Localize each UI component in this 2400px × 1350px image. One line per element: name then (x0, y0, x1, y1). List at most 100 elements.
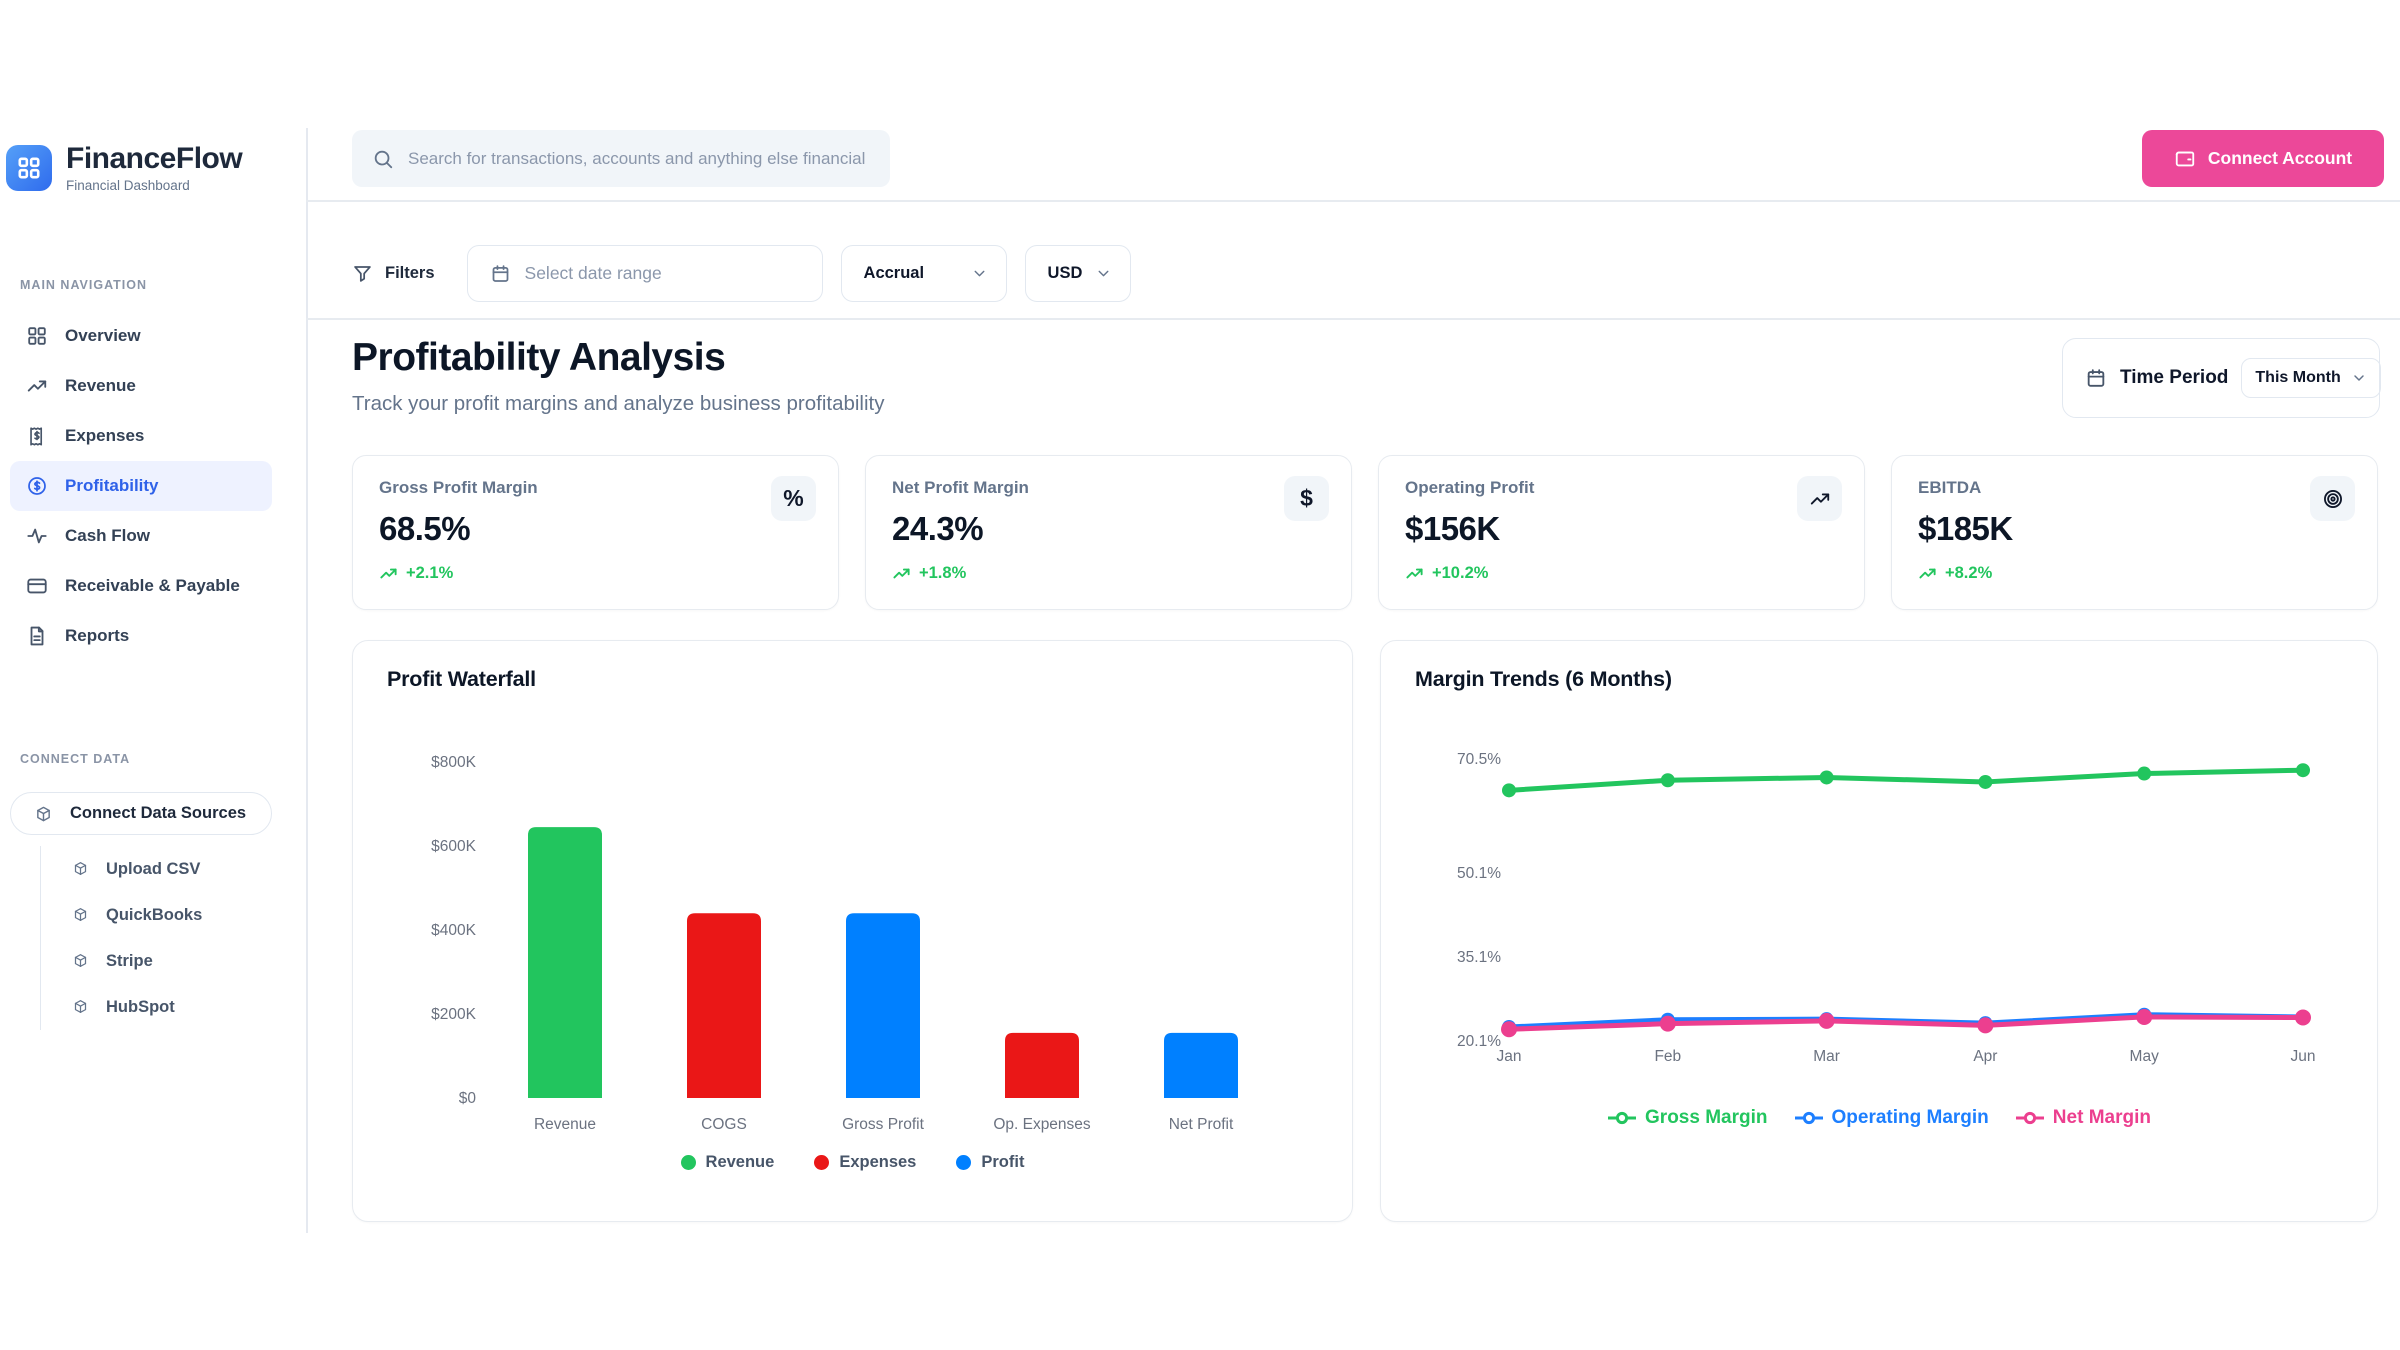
search-input[interactable] (408, 148, 870, 169)
time-period-select[interactable]: This Month (2241, 358, 2381, 398)
y-tick-label: 50.1% (1457, 865, 1501, 882)
accounting-basis-value: Accrual (863, 264, 925, 282)
connect-item-label: HubSpot (106, 997, 175, 1016)
legend-swatch (680, 1155, 696, 1170)
x-category-label: Op. Expenses (993, 1116, 1091, 1133)
connect-item-hubspot[interactable]: HubSpot (41, 984, 272, 1030)
kpi-value: $185K (1918, 510, 2013, 547)
chevron-down-icon (974, 270, 984, 277)
calendar-icon (2087, 369, 2105, 387)
bar-cogs[interactable] (687, 913, 761, 1098)
sidebar-item-label: Cash Flow (65, 526, 151, 545)
sidebar-item-cash-flow[interactable]: Cash Flow (10, 511, 272, 561)
y-tick-label: $400K (431, 922, 476, 939)
point-net-margin[interactable] (2295, 1009, 2311, 1026)
legend-label: Profit (981, 1153, 1025, 1171)
legend-label: Expenses (839, 1153, 917, 1171)
point-net-margin[interactable] (1818, 1012, 1835, 1029)
point-net-margin[interactable] (1977, 1017, 1994, 1034)
x-tick-label: Feb (1654, 1048, 1681, 1065)
sidebar-item-reports[interactable]: Reports (10, 611, 272, 661)
bar-revenue[interactable] (528, 827, 602, 1098)
calendar-icon (492, 265, 508, 282)
accounting-basis-select[interactable]: Accrual (840, 245, 1007, 302)
file-icon (26, 625, 48, 647)
connect-item-upload-csv[interactable]: Upload CSV (41, 846, 272, 892)
kpi-delta: +1.8% (892, 564, 1327, 583)
connect-account-button[interactable]: Connect Account (2142, 130, 2384, 187)
kpi-label: EBITDA (1918, 478, 1982, 497)
y-tick-label: $200K (431, 1006, 476, 1023)
connect-data-sources-button[interactable]: Connect Data Sources (10, 792, 272, 835)
sidebar-item-label: Reports (65, 626, 130, 645)
kpi-card-gross-profit-margin: Gross Profit Margin% 68.5% +2.1% (352, 455, 839, 610)
sidebar-item-receivable-payable[interactable]: Receivable & Payable (10, 561, 272, 611)
y-tick-label: $800K (431, 754, 476, 771)
nav-section-label: MAIN NAVIGATION (20, 278, 148, 292)
sidebar-item-profitability[interactable]: Profitability (10, 461, 272, 511)
connect-item-stripe[interactable]: Stripe (41, 938, 272, 984)
time-period-widget: Time Period This Month (2062, 338, 2381, 418)
trends-chart-title: Margin Trends (6 Months) (1415, 667, 1672, 691)
cube-icon (73, 907, 90, 924)
kpi-value: 24.3% (892, 510, 984, 547)
kpi-label: Operating Profit (1405, 478, 1535, 497)
connect-section-label: CONNECT DATA (20, 752, 131, 766)
app-logo-icon (6, 144, 52, 191)
point-gross-margin[interactable] (2296, 763, 2310, 778)
kpi-value: 68.5% (379, 510, 471, 547)
connect-data-list: Upload CSV QuickBooks Stripe HubSpot (40, 846, 272, 1030)
trend-up-icon (379, 564, 398, 583)
brand: FinanceFlow Financial Dashboard (6, 142, 243, 193)
legend-item-revenue: Revenue (680, 1153, 774, 1172)
point-net-margin[interactable] (1501, 1021, 1517, 1038)
sidebar-item-revenue[interactable]: Revenue (10, 361, 272, 411)
trends-legend: Gross Margin Operating Margin Net Margin (1381, 1107, 2377, 1129)
kpi-delta: +8.2% (1918, 564, 2353, 583)
kpi-delta: +10.2% (1405, 564, 1840, 583)
search-bar[interactable] (352, 130, 890, 187)
kpi-label: Net Profit Margin (892, 478, 1029, 497)
legend-marker-icon (2015, 1111, 2044, 1125)
point-gross-margin[interactable] (1502, 783, 1516, 798)
brand-tagline: Financial Dashboard (66, 178, 190, 193)
page-subtitle: Track your profit margins and analyze bu… (352, 392, 885, 415)
bar-gross-profit[interactable] (846, 913, 920, 1098)
point-gross-margin[interactable] (2137, 766, 2152, 781)
connect-item-quickbooks[interactable]: QuickBooks (41, 892, 272, 938)
bar-net-profit[interactable] (1164, 1032, 1238, 1098)
profit-waterfall-card: Profit Waterfall $0 $200K $400K $600K $800K R… (352, 640, 1353, 1222)
point-gross-margin[interactable] (1978, 774, 1993, 789)
date-range-input[interactable]: Select date range (466, 245, 823, 302)
x-category-label: Revenue (534, 1116, 596, 1133)
sidebar-item-label: Profitability (65, 476, 159, 495)
dollar-icon: $ (1284, 476, 1329, 521)
kpi-row: Gross Profit Margin% 68.5% +2.1% Net Profit… (352, 455, 2378, 610)
sidebar-item-label: Expenses (65, 426, 145, 445)
brand-name: FinanceFlow (66, 142, 243, 175)
filters-label: Filters (385, 264, 435, 282)
legend-label: Operating Margin (1831, 1107, 1989, 1128)
line-gross-margin (1506, 767, 2306, 793)
sidebar-item-expenses[interactable]: Expenses (10, 411, 272, 461)
filters-divider (306, 318, 2400, 320)
legend-item-gross-margin: Gross Margin (1607, 1107, 1768, 1129)
currency-select[interactable]: USD (1024, 245, 1131, 302)
legend-item-operating-margin: Operating Margin (1794, 1107, 1989, 1129)
y-tick-label: $0 (459, 1090, 477, 1107)
point-gross-margin[interactable] (1660, 773, 1675, 788)
sidebar-item-overview[interactable]: Overview (10, 311, 272, 361)
filters-toggle[interactable]: Filters (352, 263, 435, 284)
activity-icon (26, 525, 48, 547)
cube-icon (73, 953, 90, 970)
main-navigation: Overview Revenue Expenses Profitability Cash… (10, 311, 272, 661)
kpi-card-net-profit-margin: Net Profit Margin $24.3% +1.8% (865, 455, 1352, 610)
bar-op-expenses[interactable] (1005, 1032, 1079, 1098)
point-net-margin[interactable] (2136, 1008, 2153, 1025)
margin-trends-card: Margin Trends (6 Months) 70.5% 50.1% 35.1%… (1380, 640, 2378, 1222)
point-gross-margin[interactable] (1819, 770, 1834, 785)
point-net-margin[interactable] (1659, 1015, 1676, 1032)
legend-item-net-margin: Net Margin (2015, 1107, 2151, 1129)
connect-item-label: Stripe (106, 951, 153, 970)
time-period-label: Time Period (2120, 367, 2229, 388)
